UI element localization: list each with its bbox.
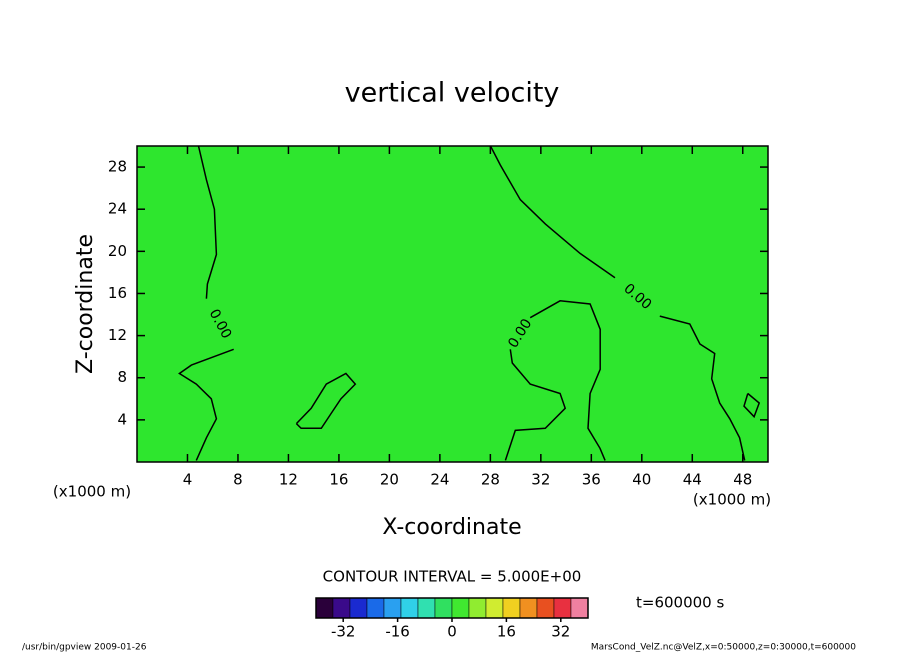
x-tick-label: 28 xyxy=(481,471,500,489)
colorbar-box xyxy=(349,597,368,619)
colorbar-box xyxy=(519,597,538,619)
y-tick-label: 24 xyxy=(108,200,127,218)
chart-title: vertical velocity xyxy=(345,78,560,109)
y-tick-label: 28 xyxy=(108,158,127,176)
contour-line xyxy=(504,300,606,461)
y-unit: (x1000 m) xyxy=(53,483,131,501)
colorbar-box xyxy=(366,597,385,619)
contour-interval: CONTOUR INTERVAL = 5.000E+00 xyxy=(323,568,582,586)
x-tick-label: 8 xyxy=(233,471,243,489)
colorbar-tick-label: -16 xyxy=(385,623,410,641)
colorbar-box xyxy=(485,597,504,619)
x-tick-label: 12 xyxy=(279,471,298,489)
y-tick-label: 4 xyxy=(117,410,127,428)
colorbar-box xyxy=(468,597,487,619)
x-tick-label: 4 xyxy=(183,471,193,489)
contour-line xyxy=(489,145,746,461)
x-tick-label: 16 xyxy=(329,471,348,489)
colorbar-box xyxy=(400,597,419,619)
colorbar-box xyxy=(434,597,453,619)
colorbar-tick-label: 16 xyxy=(497,623,516,641)
x-tick-label: 44 xyxy=(683,471,702,489)
y-tick-label: 8 xyxy=(117,368,127,386)
x-tick-label: 32 xyxy=(531,471,550,489)
x-axis-label: X-coordinate xyxy=(382,515,521,540)
colorbar-box xyxy=(536,597,555,619)
colorbar-box xyxy=(570,597,589,619)
contour-line xyxy=(743,392,761,419)
x-unit: (x1000 m) xyxy=(693,491,771,509)
colorbar-box xyxy=(315,597,334,619)
y-tick-label: 12 xyxy=(108,326,127,344)
x-tick-label: 20 xyxy=(380,471,399,489)
colorbar-tick-label: 32 xyxy=(551,623,570,641)
time-label: t=600000 s xyxy=(636,594,724,612)
colorbar-box xyxy=(502,597,521,619)
x-tick-label: 36 xyxy=(582,471,601,489)
plot-field xyxy=(137,146,768,462)
colorbar-tick-label: -32 xyxy=(331,623,356,641)
x-tick-label: 24 xyxy=(430,471,449,489)
colorbar-box xyxy=(332,597,351,619)
colorbar-tick-label: 0 xyxy=(447,623,457,641)
colorbar-box xyxy=(451,597,470,619)
colorbar-box xyxy=(417,597,436,619)
contour-line xyxy=(295,372,357,430)
x-tick-label: 48 xyxy=(733,471,752,489)
colorbar-box xyxy=(553,597,572,619)
colorbar-box xyxy=(383,597,402,619)
footer-right: MarsCond_VelZ.nc@VelZ,x=0:50000,z=0:3000… xyxy=(591,643,856,653)
contour-line xyxy=(178,145,234,461)
x-tick-label: 40 xyxy=(632,471,651,489)
y-axis-label: Z-coordinate xyxy=(73,234,98,374)
footer-left: /usr/bin/gpview 2009-01-26 xyxy=(22,643,147,653)
plot-frame xyxy=(136,145,769,463)
y-tick-label: 16 xyxy=(108,284,127,302)
y-tick-label: 20 xyxy=(108,242,127,260)
